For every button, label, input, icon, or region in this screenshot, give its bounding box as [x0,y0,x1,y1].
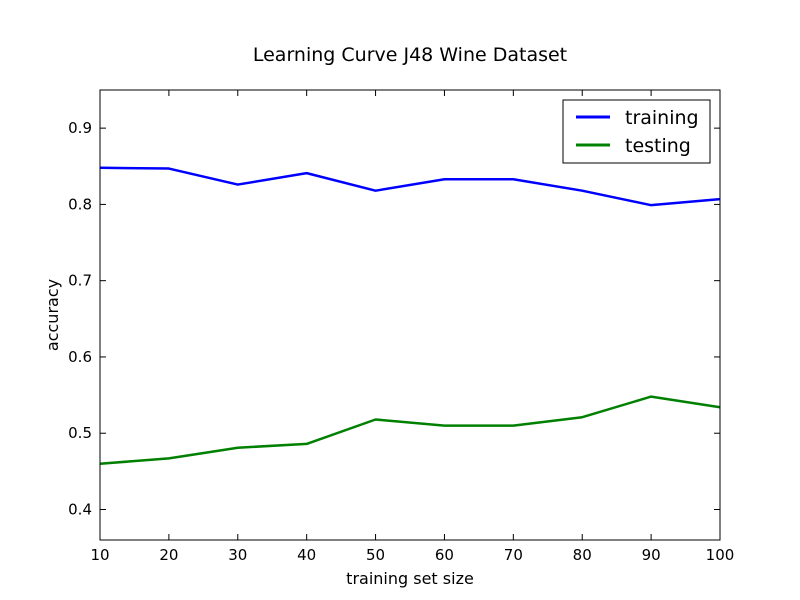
x-tick-label: 60 [435,546,454,564]
y-tick-label: 0.4 [68,500,92,518]
x-tick-label: 40 [297,546,316,564]
chart-title: Learning Curve J48 Wine Dataset [253,44,567,66]
legend-label-testing: testing [625,135,691,157]
plot-area [99,166,721,465]
x-tick-label: 10 [90,546,109,564]
y-tick-label: 0.5 [68,424,92,442]
x-tick-label: 80 [573,546,592,564]
x-tick-label: 90 [642,546,661,564]
x-axis: 10 20 30 40 50 60 70 80 90 100 [90,90,734,564]
y-tick-label: 0.9 [68,119,92,137]
plot-frame [99,89,721,541]
y-axis-title: accuracy [43,279,62,351]
x-tick-label: 100 [706,546,735,564]
series-line-training [99,166,721,207]
y-tick-label: 0.8 [68,195,92,213]
x-tick-label: 70 [504,546,523,564]
x-tick-label: 20 [159,546,178,564]
legend-box [562,99,711,164]
y-axis: 0.4 0.5 0.6 0.7 0.8 0.9 [68,119,720,518]
x-tick-label: 30 [228,546,247,564]
series-line-testing [99,395,721,465]
legend-label-training: training [625,107,699,129]
x-tick-label: 50 [366,546,385,564]
y-tick-label: 0.7 [68,272,92,290]
legend: training testing [562,99,711,164]
y-tick-label: 0.6 [68,348,92,366]
x-axis-title: training set size [346,569,474,588]
